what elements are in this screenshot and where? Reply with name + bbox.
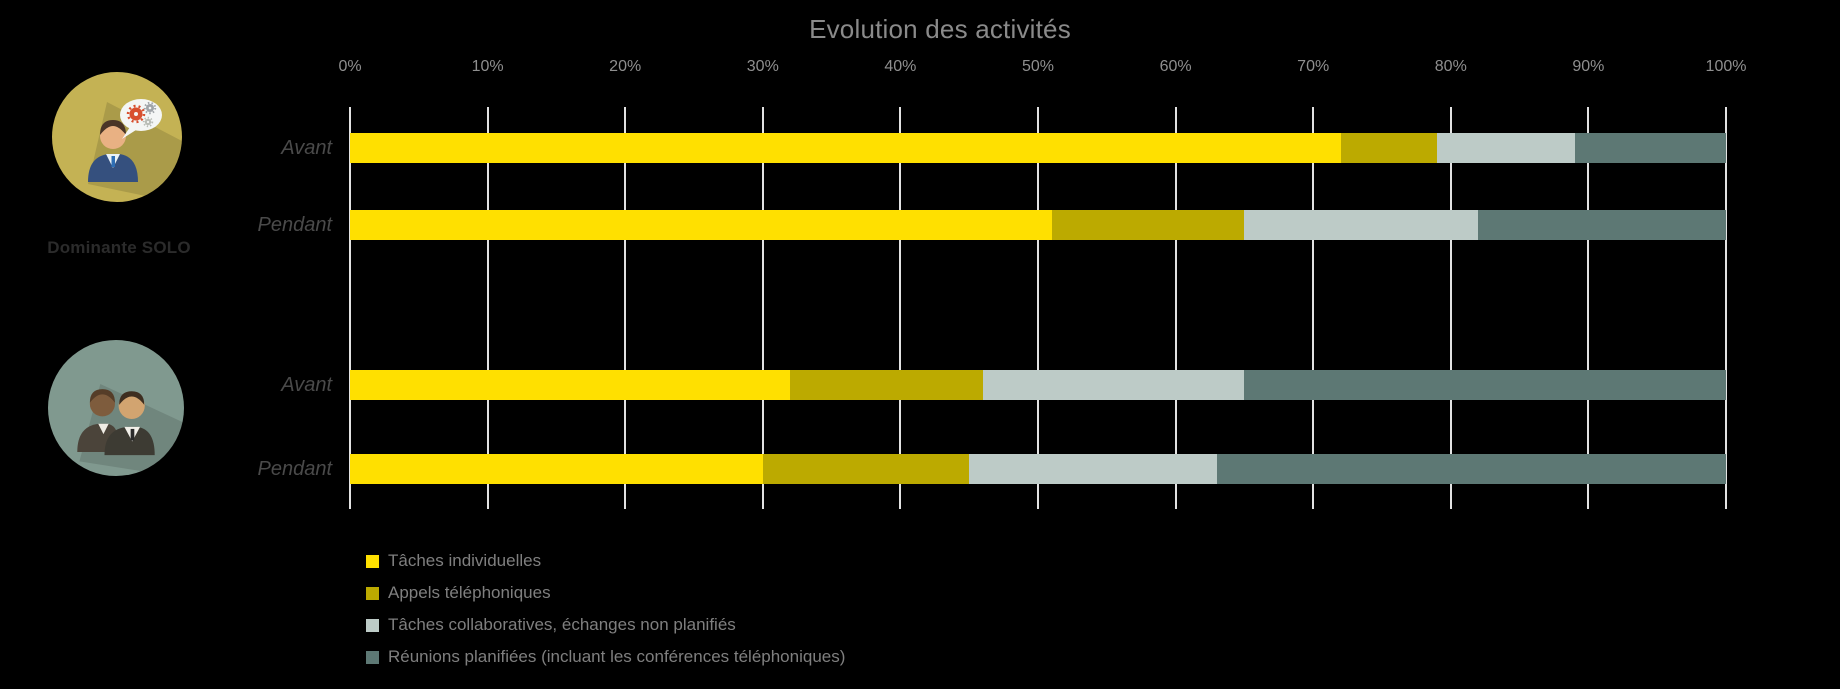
legend-swatch-icon — [366, 554, 379, 568]
legend-swatch-icon — [366, 586, 379, 600]
gridline — [486, 107, 489, 509]
gridline — [899, 107, 902, 509]
two-persons-icon — [48, 340, 184, 481]
bar-segment — [350, 370, 791, 400]
x-tick-label: 30% — [746, 58, 779, 75]
bar-segment — [1216, 454, 1726, 484]
legend-item: Tâches individuelles — [366, 551, 541, 571]
row-label-avant: Avant — [281, 374, 332, 396]
row-label-pendant: Pendant — [257, 458, 332, 480]
gridline — [1449, 107, 1452, 509]
x-tick-label: 100% — [1705, 58, 1747, 75]
legend-swatch-icon — [366, 618, 379, 632]
gridline — [1037, 107, 1039, 509]
x-tick-label: 70% — [1297, 58, 1330, 75]
legend-swatch-icon — [366, 650, 379, 664]
bar-segment — [1244, 210, 1479, 240]
legend-label: Tâches individuelles — [388, 551, 542, 570]
x-tick-label: 60% — [1159, 58, 1192, 75]
bar-segment — [1574, 133, 1726, 163]
legend-item: Réunions planifiées (incluant les confér… — [366, 647, 845, 667]
legend-label: Appels téléphoniques — [388, 583, 551, 602]
x-tick-label: 90% — [1572, 58, 1605, 75]
bar-segment — [1051, 210, 1245, 240]
bar-segment — [969, 454, 1217, 484]
legend-item: Tâches collaboratives, échanges non plan… — [366, 615, 736, 635]
gridline — [1725, 107, 1727, 509]
stacked-bar — [350, 133, 1726, 163]
solo-person-gears-icon — [52, 72, 182, 207]
x-tick-label: 50% — [1021, 58, 1055, 75]
x-tick-label: 20% — [609, 58, 642, 75]
gridline — [349, 107, 351, 509]
gridline — [1312, 107, 1315, 509]
bar-segment — [790, 370, 983, 400]
gridline — [761, 107, 764, 509]
bar-segment — [1340, 133, 1438, 163]
bar-segment — [350, 454, 763, 484]
stacked-bar — [350, 210, 1726, 240]
bar-segment — [1478, 210, 1726, 240]
x-tick-label: 80% — [1434, 58, 1467, 75]
gridline — [1587, 107, 1590, 509]
row-label-avant: Avant — [281, 137, 332, 159]
x-tick-label: 40% — [884, 58, 917, 75]
bar-segment — [762, 454, 970, 484]
legend-label: Réunions planifiées (incluant les confér… — [388, 647, 846, 666]
group-label-solo: Dominante SOLO — [47, 238, 191, 257]
gear-glyphs — [126, 101, 157, 128]
gridline — [1174, 107, 1177, 509]
legend-label: Tâches collaboratives, échanges non plan… — [388, 615, 736, 634]
row-label-pendant: Pendant — [257, 214, 332, 236]
legend-item: Appels téléphoniques — [366, 583, 551, 603]
bar-segment — [982, 370, 1245, 400]
bar-segment — [1244, 370, 1726, 400]
bar-segment — [350, 210, 1052, 240]
x-tick-label: 10% — [471, 58, 504, 75]
stacked-bar — [350, 370, 1726, 400]
gridline — [624, 107, 627, 509]
bar-segment — [350, 133, 1341, 163]
stacked-bar — [350, 454, 1726, 484]
chart-title: Evolution des activités — [809, 14, 1071, 44]
bar-segment — [1437, 133, 1575, 163]
x-tick-label: 0% — [338, 58, 362, 75]
